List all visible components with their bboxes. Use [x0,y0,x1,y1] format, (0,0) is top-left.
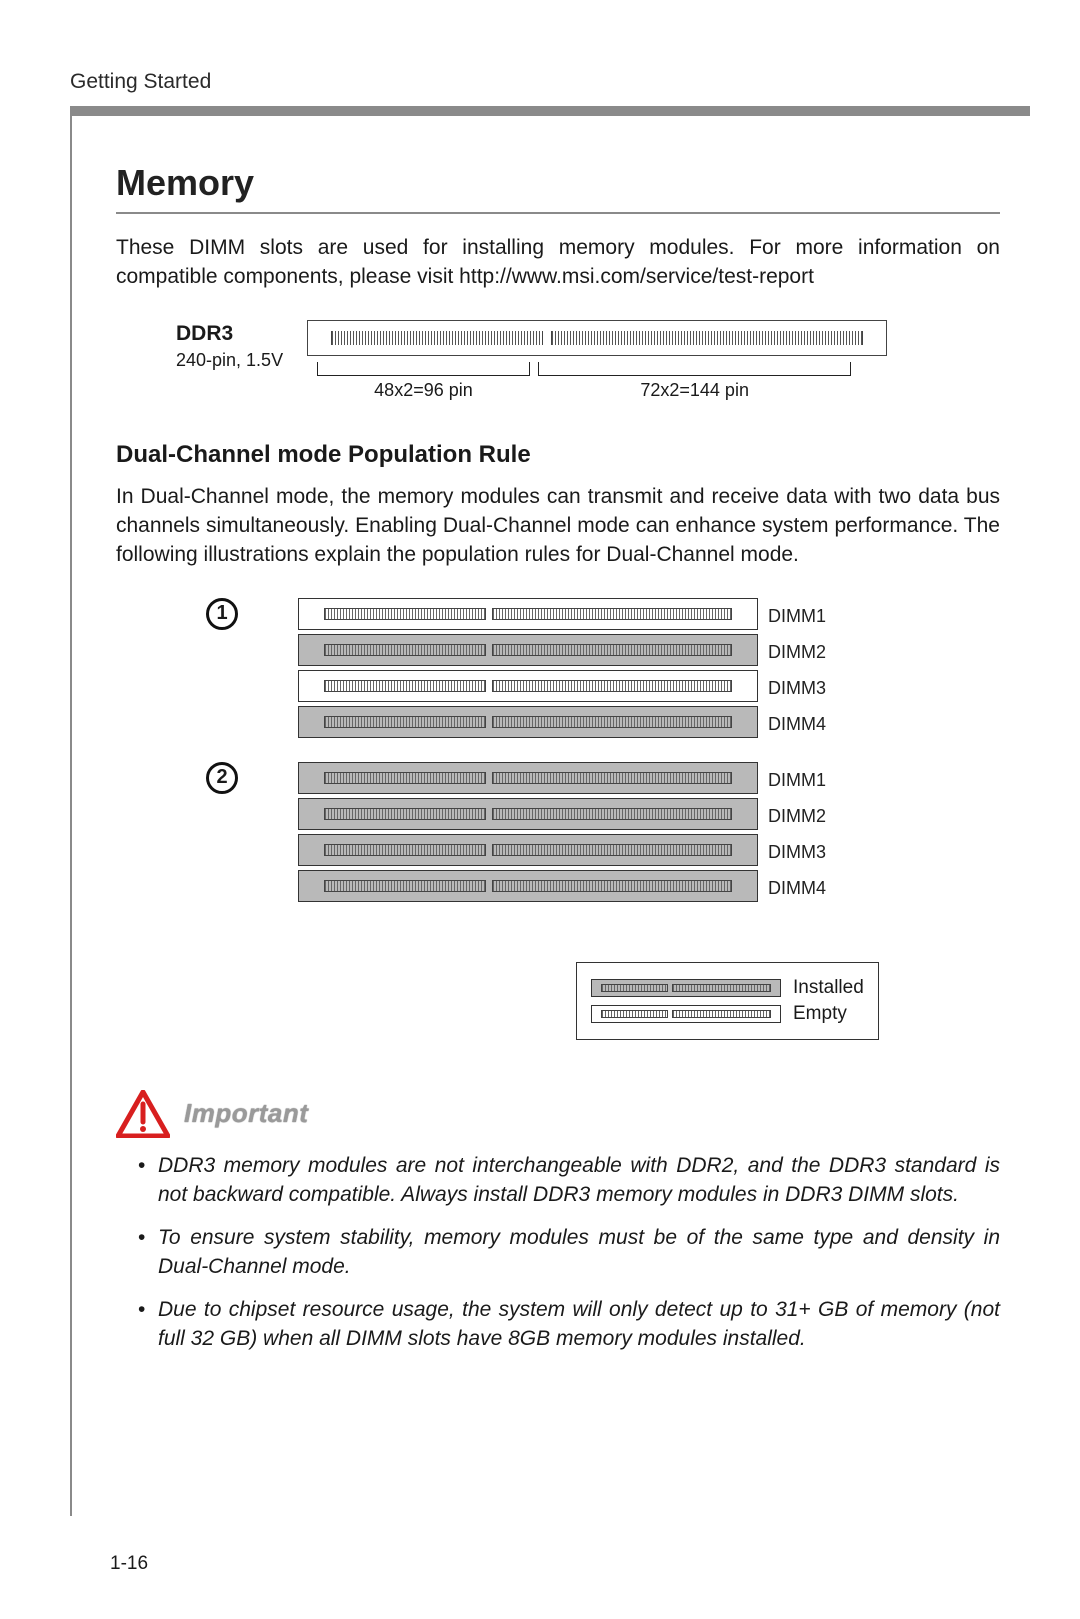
legend-swatch-empty [591,1005,781,1023]
legend-swatch-installed [591,979,781,997]
dimm-slot-label: DIMM2 [768,636,826,663]
dimm-slot [298,634,758,666]
config-number: 2 [206,762,238,794]
config-number: 1 [206,598,238,630]
bracket-row [307,362,887,376]
note-item: To ensure system stability, memory modul… [138,1224,1000,1282]
dimm-outline [307,320,887,356]
dimm-slot [298,706,758,738]
bracket-left [317,362,530,376]
dimm-slot [298,870,758,902]
section-header: Getting Started [70,70,1030,94]
slot-row: DIMM2 [298,798,826,830]
slot-row: DIMM2 [298,634,826,666]
config-diagrams: 1DIMM1DIMM2DIMM3DIMM42DIMM1DIMM2DIMM3DIM… [116,598,1000,902]
legend-row-installed: Installed [591,977,864,999]
config-block: 2 DIMM1 DIMM2 DIMM3 DIMM4 [206,762,1000,902]
slot-row: DIMM1 [298,762,826,794]
important-heading: Important [116,1090,1000,1138]
important-label: Important [184,1098,308,1129]
dimm-slot-label: DIMM4 [768,872,826,899]
page-number: 1-16 [110,1553,148,1575]
subheading: Dual-Channel mode Population Rule [116,441,1000,469]
important-notes-list: DDR3 memory modules are not interchangea… [116,1152,1000,1354]
top-rule [70,106,1030,116]
dimm-slot-label: DIMM3 [768,836,826,863]
title-underline [116,212,1000,214]
note-item: DDR3 memory modules are not interchangea… [138,1152,1000,1210]
legend-box: Installed Empty [576,962,879,1040]
slot-row: DIMM3 [298,670,826,702]
dimm-slot-label: DIMM1 [768,764,826,791]
slot-stack: DIMM1 DIMM2 DIMM3 DIMM4 [298,762,826,902]
slot-row: DIMM3 [298,834,826,866]
page-title: Memory [116,162,1000,204]
pin-segment-right [551,331,863,345]
slot-stack: DIMM1 DIMM2 DIMM3 DIMM4 [298,598,826,738]
pin-count-left: 48x2=96 pin [317,380,530,401]
dimm-slot [298,798,758,830]
slot-row: DIMM4 [298,870,826,902]
bracket-right [538,362,852,376]
bracket-labels: 48x2=96 pin 72x2=144 pin [307,376,887,401]
slot-row: DIMM1 [298,598,826,630]
slot-row: DIMM4 [298,706,826,738]
dimm-slot [298,670,758,702]
content-frame: Memory These DIMM slots are used for ins… [70,116,1030,1516]
pin-segment-left [331,331,543,345]
dimm-slot-label: DIMM2 [768,800,826,827]
dimm-slot [298,834,758,866]
ddr-spec: 240-pin, 1.5V [176,350,283,371]
intro-paragraph: These DIMM slots are used for installing… [116,234,1000,292]
legend-label-installed: Installed [793,977,864,999]
dimm-slot [298,762,758,794]
pin-count-right: 72x2=144 pin [538,380,852,401]
note-item: Due to chipset resource usage, the syste… [138,1296,1000,1354]
dimm-slot-label: DIMM3 [768,672,826,699]
dimm-slot [298,598,758,630]
dualchannel-paragraph: In Dual-Channel mode, the memory modules… [116,483,1000,570]
dimm-slot-label: DIMM4 [768,708,826,735]
document-page: Getting Started Memory These DIMM slots … [0,0,1080,1566]
legend-label-empty: Empty [793,1003,847,1025]
warning-icon [116,1090,170,1138]
ddr-type: DDR3 [176,322,283,346]
legend-row-empty: Empty [591,1003,864,1025]
config-block: 1 DIMM1 DIMM2 DIMM3 DIMM4 [206,598,1000,738]
ddr-diagram: DDR3 240-pin, 1.5V 48x2=96 pin 72x2=144 … [176,320,1000,401]
ddr-label: DDR3 240-pin, 1.5V [176,320,283,371]
dimm-slot-label: DIMM1 [768,600,826,627]
ddr-module-figure: 48x2=96 pin 72x2=144 pin [307,320,887,401]
